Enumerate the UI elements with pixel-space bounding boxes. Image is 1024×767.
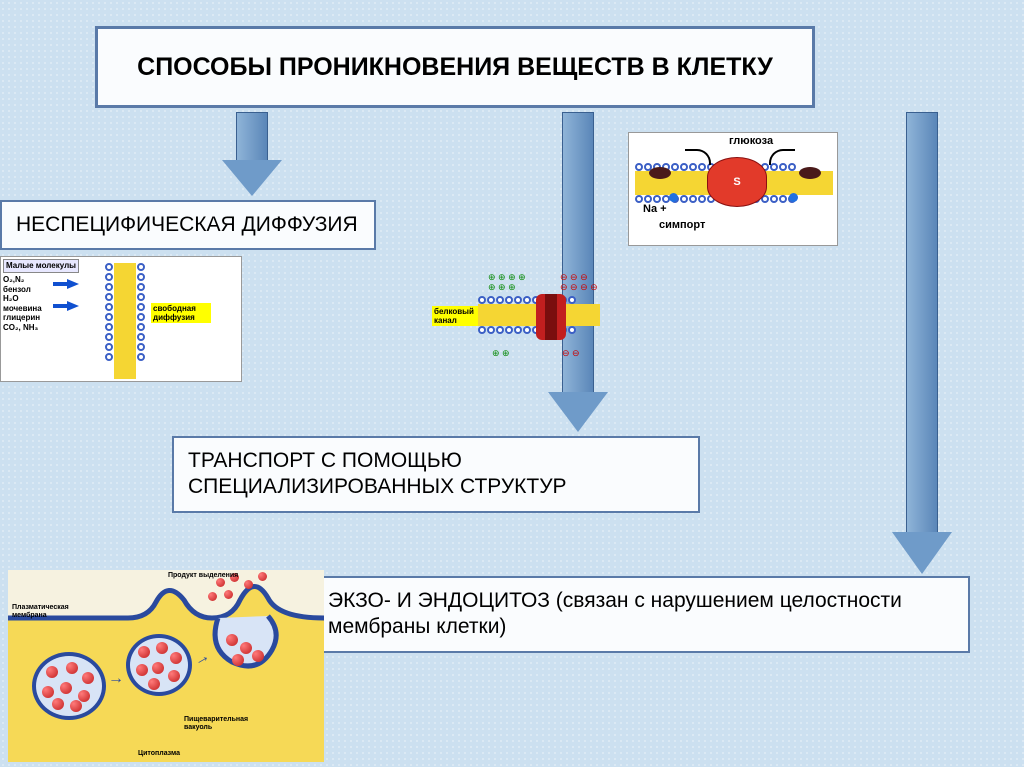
- molecule-list: O₂,N₂бензолH₂OмочевинаглицеринCO₂, NH₃: [3, 275, 42, 333]
- box-cytosis: ЭКЗО- И ЭНДОЦИТОЗ (связан с нарушением ц…: [312, 576, 970, 653]
- cytosis-label: ЭКЗО- И ЭНДОЦИТОЗ (связан с нарушением ц…: [328, 589, 902, 638]
- na-label: Na +: [643, 203, 667, 216]
- title-text: СПОСОБЫ ПРОНИКНОВЕНИЯ ВЕЩЕСТВ В КЛЕТКУ: [137, 52, 773, 82]
- box-diffusion: НЕСПЕЦИФИЧЕСКАЯ ДИФФУЗИЯ: [0, 200, 376, 250]
- molecules-label: Малые молекулы: [3, 259, 79, 273]
- cyto-label: Цитоплазма: [138, 750, 180, 758]
- pm-label: Плазматическая мембрана: [12, 604, 72, 621]
- glucose-label: глюкоза: [729, 135, 773, 148]
- arrow-to-diffusion: [222, 112, 282, 198]
- symport-label: симпорт: [659, 219, 705, 232]
- illus-vesicles: Плазматическая мембрана Продукт выделени…: [8, 570, 324, 762]
- vesicle-2: [126, 634, 192, 696]
- illus-diffusion: Малые молекулы O₂,N₂бензолH₂Oмочевинагли…: [0, 256, 242, 382]
- illus-symport: S глюкоза Na + симпорт: [628, 132, 838, 246]
- carrier-s: S: [733, 176, 740, 188]
- title-box: СПОСОБЫ ПРОНИКНОВЕНИЯ ВЕЩЕСТВ В КЛЕТКУ: [95, 26, 815, 108]
- diffusion-label: НЕСПЕЦИФИЧЕСКАЯ ДИФФУЗИЯ: [16, 213, 358, 236]
- transport-label: ТРАНСПОРТ С ПОМОЩЬЮ СПЕЦИАЛИЗИРОВАННЫХ С…: [188, 449, 567, 498]
- illus-protein-channel: ⊕ ⊕ ⊕ ⊕ ⊖ ⊖ ⊖ ⊕ ⊕ ⊕ ⊖ ⊖ ⊖ ⊖ ⊕ ⊕ ⊖ ⊖ белк…: [432, 266, 604, 386]
- vacuole-label: Пищеварительная вакуоль: [184, 716, 254, 733]
- free-diffusion-tag: свободная диффузия: [151, 303, 211, 323]
- product-label: Продукт выделения: [168, 572, 238, 580]
- arrow-to-cytosis: [892, 112, 952, 576]
- box-transport: ТРАНСПОРТ С ПОМОЩЬЮ СПЕЦИАЛИЗИРОВАННЫХ С…: [172, 436, 700, 513]
- channel-tag: белковый канал: [432, 306, 478, 326]
- vesicle-1: [32, 652, 106, 720]
